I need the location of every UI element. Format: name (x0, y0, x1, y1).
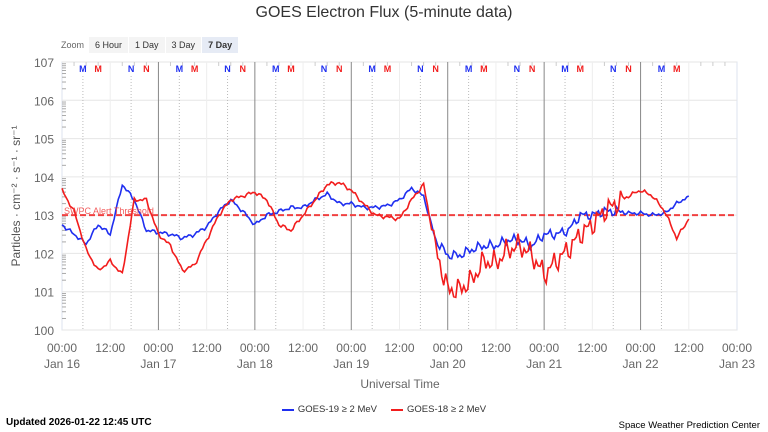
marker-m: M (79, 64, 87, 74)
x-tick-label: 12:00 (95, 341, 125, 355)
marker-m: M (561, 64, 569, 74)
x-tick-label: 00:00 (336, 341, 366, 355)
x-tick-label: 12:00 (192, 341, 222, 355)
marker-n: N (625, 64, 632, 74)
y-tick-label: 100 (34, 324, 54, 338)
x-tick-label: 12:00 (384, 341, 414, 355)
x-axis-label: Universal Time (360, 377, 440, 391)
legend-goes18[interactable]: GOES-18 ≥ 2 MeV (391, 404, 486, 415)
x-tick-label: 00:00 (529, 341, 559, 355)
x-tick-label: 00:00 (433, 341, 463, 355)
legend-swatch-blue (281, 408, 294, 411)
zoom-7-day-button[interactable]: 7 Day (202, 37, 239, 53)
x-tick-date: Jan 23 (719, 357, 755, 371)
x-tick-label: 12:00 (674, 341, 704, 355)
marker-m: M (658, 64, 666, 74)
x-tick-label: 12:00 (288, 341, 318, 355)
y-tick-label: 102 (34, 247, 54, 261)
threshold-label: SWPC Alert Threshold (64, 206, 154, 216)
legend-swatch-red (391, 408, 403, 411)
credit: Space Weather Prediction Center (618, 420, 760, 431)
x-tick-date: Jan 16 (44, 357, 80, 371)
y-tick-label: 104 (34, 171, 54, 185)
goes18-line (61, 180, 690, 299)
legend: GOES-19 ≥ 2 MeV GOES-18 ≥ 2 MeV (0, 404, 768, 415)
x-tick-date: Jan 21 (526, 357, 562, 371)
x-tick-label: 00:00 (626, 341, 656, 355)
marker-m: M (191, 64, 199, 74)
marker-m: M (287, 64, 295, 74)
marker-m: M (384, 64, 392, 74)
x-tick-date: Jan 20 (430, 357, 466, 371)
x-tick-date: Jan 17 (140, 357, 176, 371)
marker-n: N (143, 64, 150, 74)
marker-m: M (480, 64, 488, 74)
marker-n: N (128, 64, 135, 74)
marker-n: N (417, 64, 424, 74)
marker-n: N (240, 64, 247, 74)
chart-title: GOES Electron Flux (5-minute data) (255, 4, 513, 21)
x-tick-date: Jan 22 (623, 357, 659, 371)
zoom-6-hour-button[interactable]: 6 Hour (89, 37, 129, 53)
y-tick-label: 107 (34, 56, 54, 70)
y-tick-label: 103 (34, 209, 54, 223)
legend-goes19[interactable]: GOES-19 ≥ 2 MeV (281, 404, 377, 415)
y-tick-label: 106 (34, 94, 54, 108)
zoom-1-day-button[interactable]: 1 Day (129, 37, 165, 53)
x-tick-label: 00:00 (722, 341, 752, 355)
marker-m: M (465, 64, 473, 74)
x-tick-label: 00:00 (240, 341, 270, 355)
zoom-label: Zoom (61, 40, 85, 50)
y-axis-label: Particles · cm⁻² · s⁻¹ · sr⁻¹ (9, 126, 23, 267)
legend-label: GOES-18 ≥ 2 MeV (407, 404, 487, 415)
goes19-line (61, 183, 690, 260)
marker-n: N (224, 64, 231, 74)
marker-m: M (176, 64, 184, 74)
x-tick-label: 12:00 (577, 341, 607, 355)
marker-n: N (514, 64, 521, 74)
y-tick-label: 101 (34, 286, 54, 300)
marker-n: N (610, 64, 617, 74)
marker-n: N (432, 64, 439, 74)
updated-timestamp: Updated 2026-01-22 12:45 UTC (6, 417, 152, 428)
marker-n: N (321, 64, 328, 74)
x-tick-label: 00:00 (47, 341, 77, 355)
zoom-3-day-button[interactable]: 3 Day (165, 37, 202, 53)
marker-m: M (673, 64, 681, 74)
marker-m: M (94, 64, 102, 74)
x-tick-label: 00:00 (143, 341, 173, 355)
x-tick-label: 12:00 (481, 341, 511, 355)
x-tick-date: Jan 18 (237, 357, 273, 371)
y-tick-label: 105 (34, 133, 54, 147)
marker-n: N (529, 64, 536, 74)
zoom-controls: Zoom 6 Hour 1 Day 3 Day 7 Day (61, 37, 239, 53)
legend-label: GOES-19 ≥ 2 MeV (297, 404, 377, 415)
marker-m: M (577, 64, 585, 74)
x-tick-date: Jan 19 (333, 357, 369, 371)
marker-n: N (336, 64, 343, 74)
marker-m: M (272, 64, 280, 74)
marker-m: M (368, 64, 376, 74)
